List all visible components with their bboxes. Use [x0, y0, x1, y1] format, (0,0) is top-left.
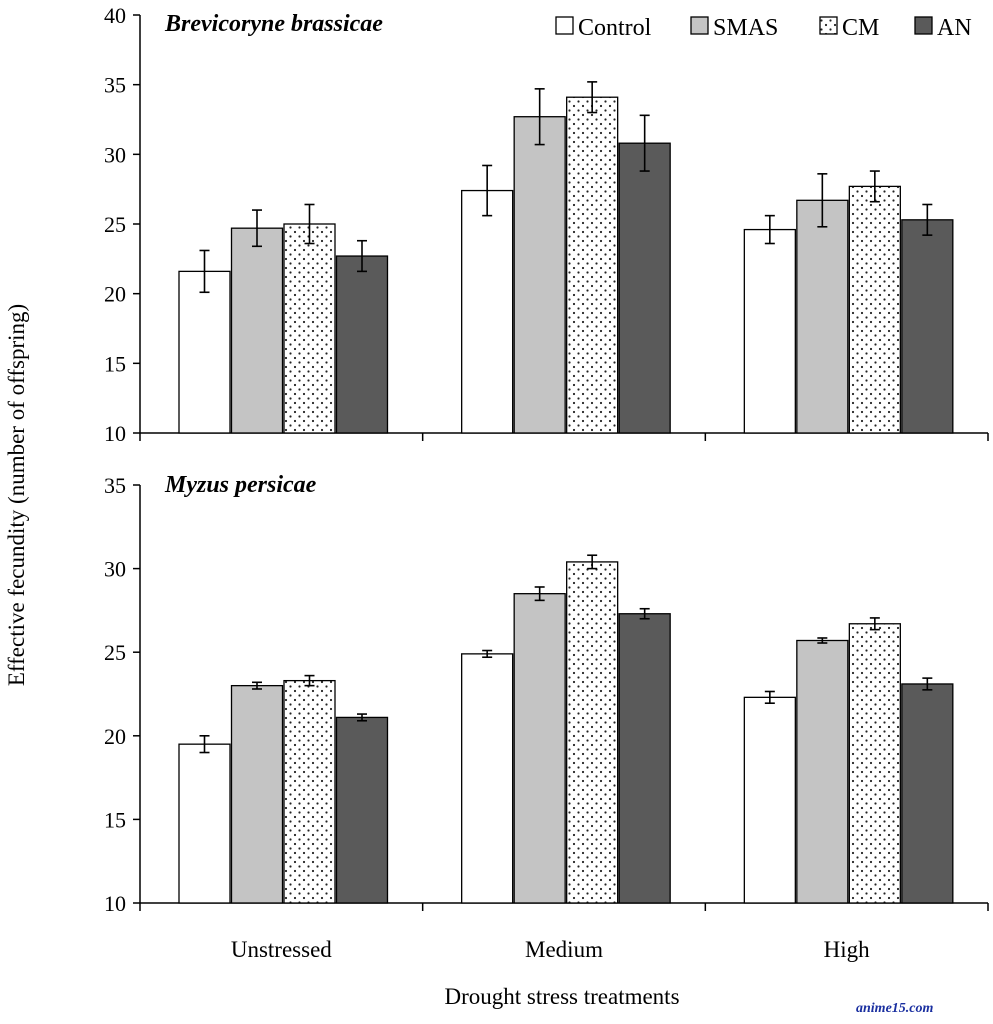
legend-label-an: AN	[937, 15, 972, 41]
error-bar-control-unstressed	[199, 249, 210, 294]
panel-title: Brevicoryne brassicae	[164, 11, 383, 37]
watermark: anime15.com	[856, 1001, 933, 1016]
bar-smas-high	[796, 639, 849, 904]
y-axis-title: Effective fecundity (number of offspring…	[4, 304, 29, 686]
y-tick-label: 10	[104, 891, 126, 916]
legend-label-cm: CM	[842, 15, 879, 41]
panel-title: Myzus persicae	[164, 472, 317, 498]
bars	[178, 81, 954, 434]
y-tick-label: 20	[104, 282, 126, 307]
y-tick-label: 20	[104, 724, 126, 749]
category-label-medium: Medium	[525, 937, 603, 962]
bar-control-medium	[461, 189, 514, 434]
chart-panel-brevicoryne: Brevicoryne brassicae 10 15 20 25 30 35 40 Con…	[104, 3, 989, 446]
bar-smas-unstressed	[230, 227, 284, 434]
error-bar-cm-unstressed	[304, 674, 315, 687]
legend-swatch-cm	[819, 16, 838, 35]
error-bar-smas-medium	[534, 88, 545, 146]
y-tick-label: 15	[104, 351, 126, 376]
bar-control-high	[743, 228, 796, 434]
category-labels: Unstressed Medium High	[231, 937, 870, 962]
error-bar-an-unstressed	[357, 713, 367, 722]
category-label-high: High	[824, 937, 871, 962]
legend-swatch-control	[555, 16, 574, 35]
error-bar-cm-medium	[587, 81, 598, 114]
error-bar-smas-unstressed	[252, 209, 262, 248]
error-bar-an-medium	[639, 607, 650, 620]
bar-an-unstressed	[335, 255, 389, 434]
error-bar-smas-high	[817, 637, 828, 644]
x-axis-title: Drought stress treatments	[444, 984, 679, 1009]
bar-cm-medium	[566, 96, 619, 434]
error-bar-control-high	[764, 214, 775, 245]
y-tick-label: 40	[104, 3, 126, 28]
error-bar-smas-high	[817, 173, 828, 228]
bar-cm-medium	[566, 561, 619, 904]
bar-control-unstressed	[178, 270, 231, 434]
error-bar-an-high	[922, 203, 933, 236]
bar-smas-unstressed	[230, 684, 284, 904]
y-tick-label: 25	[104, 640, 126, 665]
y-tick-label: 15	[104, 807, 126, 832]
legend: Control SMAS CM AN	[555, 15, 972, 41]
bar-an-high	[901, 219, 954, 434]
error-bar-cm-high	[869, 170, 880, 203]
bar-cm-unstressed	[283, 679, 336, 904]
y-tick-label: 25	[104, 212, 126, 237]
y-tick-label: 35	[104, 73, 126, 98]
bar-control-high	[743, 696, 796, 904]
error-bar-smas-unstressed	[252, 681, 262, 690]
error-bar-cm-unstressed	[304, 203, 315, 245]
error-bar-an-high	[922, 677, 933, 691]
bar-smas-medium	[513, 593, 566, 904]
error-bar-an-medium	[639, 114, 650, 172]
error-bar-cm-medium	[587, 554, 598, 570]
legend-label-control: Control	[578, 15, 652, 41]
bar-an-unstressed	[335, 716, 389, 904]
bar-smas-high	[796, 199, 849, 434]
error-bar-an-unstressed	[357, 239, 367, 273]
error-bar-control-unstressed	[199, 734, 210, 754]
bar-an-medium	[618, 142, 671, 434]
error-bar-cm-high	[869, 617, 880, 631]
legend-label-smas: SMAS	[713, 15, 778, 41]
error-bar-smas-medium	[534, 586, 545, 602]
bar-control-unstressed	[178, 743, 231, 904]
bar-cm-high	[848, 623, 901, 904]
y-tick-label: 30	[104, 142, 126, 167]
error-bar-control-high	[764, 690, 775, 704]
bar-an-medium	[618, 613, 671, 904]
y-tick-label: 35	[104, 473, 126, 498]
bar-cm-high	[848, 185, 901, 434]
category-label-unstressed: Unstressed	[231, 937, 332, 962]
error-bar-control-medium	[482, 164, 493, 217]
y-tick-label: 10	[104, 421, 126, 446]
bar-cm-unstressed	[283, 223, 336, 434]
error-bar-control-medium	[482, 649, 493, 659]
bar-smas-medium	[513, 116, 566, 434]
legend-swatch-an	[914, 16, 933, 35]
bar-control-medium	[461, 653, 514, 904]
chart-panel-myzus: Myzus persicae 10 15 20 25 30 35 Unstressed Me…	[104, 472, 989, 962]
legend-swatch-smas	[690, 16, 709, 35]
bars	[178, 554, 954, 904]
bar-an-high	[901, 683, 954, 904]
y-tick-label: 30	[104, 557, 126, 582]
